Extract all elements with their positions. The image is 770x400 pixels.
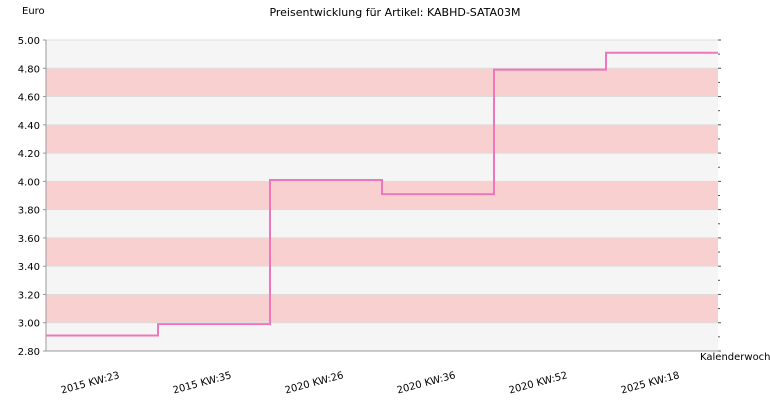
price-step-line [46, 51, 718, 337]
background-band [46, 68, 718, 97]
x-tick-label: 2020 KW:36 [396, 370, 457, 396]
y-tick-label: 5.00 [18, 36, 40, 47]
y-tick-label: 3.40 [18, 262, 40, 273]
x-tick-label: 2025 KW:18 [620, 370, 681, 396]
y-tick-label: 4.40 [18, 121, 40, 132]
background-band [46, 322, 718, 351]
background-band [46, 124, 718, 154]
background-band [46, 294, 718, 323]
background-band [46, 209, 718, 238]
y-tick-label: 2.80 [18, 347, 40, 358]
x-axis-label: Kalenderwoche [700, 352, 770, 363]
y-tick-label: 4.20 [18, 149, 40, 160]
x-tick-label: 2015 KW:23 [60, 370, 121, 396]
x-tick-label: 2015 KW:35 [172, 370, 233, 396]
y-tick-label: 3.00 [18, 319, 40, 330]
y-tick-label: 4.00 [18, 177, 40, 188]
x-tick-label: 2020 KW:52 [508, 370, 569, 396]
y-tick-label: 4.60 [18, 93, 40, 104]
x-tick-label: 2020 KW:26 [284, 370, 345, 396]
chart-title: Preisentwicklung für Artikel: KABHD-SATA… [269, 6, 521, 19]
y-tick-label: 3.80 [18, 206, 40, 217]
background-band [46, 40, 718, 69]
y-tick-label: 3.20 [18, 290, 40, 301]
background-band [46, 153, 718, 182]
background-band [46, 96, 718, 125]
y-axis-label: Euro [22, 6, 45, 17]
y-tick-label: 3.60 [18, 234, 40, 245]
background-band [46, 237, 718, 267]
background-band [46, 266, 718, 295]
y-tick-label: 4.80 [18, 64, 40, 75]
